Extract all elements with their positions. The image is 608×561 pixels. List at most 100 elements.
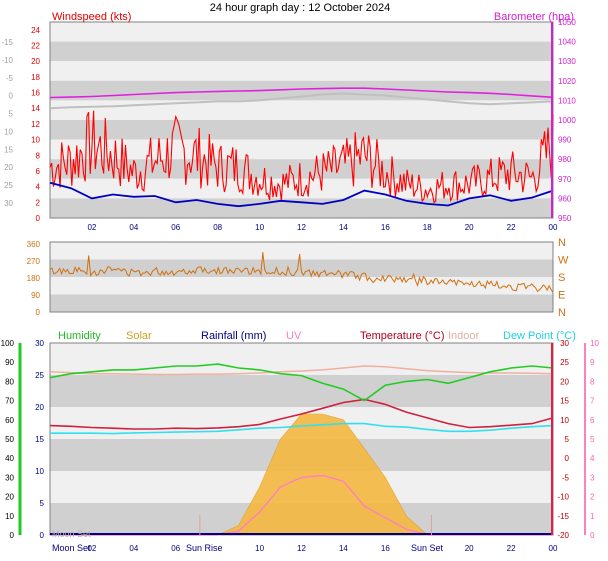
- wind-x-tick: 08: [213, 223, 222, 232]
- rain-axis-tick: 15: [35, 435, 44, 444]
- wind-axis-tick: 12: [31, 120, 40, 129]
- baro-axis-tick: 960: [558, 194, 572, 203]
- temp-axis-tick: 5: [565, 435, 570, 444]
- humidity-line: [49, 363, 554, 402]
- compass-tick: W: [558, 255, 569, 267]
- baro-axis-tick: 950: [558, 214, 572, 223]
- dir-band: [50, 242, 553, 260]
- humidity-axis-tick: 30: [5, 473, 14, 482]
- baro-axis-tick: 1040: [558, 38, 576, 47]
- humidity-axis-tick: 70: [5, 397, 14, 406]
- dir-axis-tick: 180: [27, 274, 41, 283]
- dewpoint-line: [50, 422, 554, 435]
- wind-axis-tick: 6: [36, 167, 41, 176]
- temp-axis-tick: -5: [562, 473, 570, 482]
- wind-band: [50, 139, 553, 160]
- uv-axis-tick: 3: [590, 473, 595, 482]
- humidity-axis-tick: 100: [1, 339, 15, 348]
- temp-axis-tick: -20: [557, 531, 569, 540]
- temperature-line: [49, 398, 554, 430]
- wind-axis-tick: 4: [36, 183, 41, 192]
- wind-band: [50, 120, 553, 140]
- dir-axis-tick: 0: [36, 308, 41, 317]
- wind-axis-tick: 8: [36, 151, 41, 160]
- dir-axis-tick: 360: [27, 240, 41, 249]
- uv-axis-tick: 8: [590, 377, 595, 386]
- wind-x-tick: 18: [423, 223, 432, 232]
- outer-axis-tick: -5: [6, 74, 14, 83]
- rain-axis-tick: 25: [35, 371, 44, 380]
- temp-x-tick: 04: [129, 544, 138, 553]
- legend-uv: UV: [286, 330, 302, 342]
- legend-humidity: Humidity: [58, 330, 101, 342]
- rain-axis-tick: 10: [35, 467, 44, 476]
- outer-axis-tick: 5: [9, 110, 14, 119]
- uv-axis-tick: 6: [590, 416, 595, 425]
- sun-set-label: Sun Set: [411, 543, 444, 553]
- uv-axis-tick: 5: [590, 435, 595, 444]
- temp-axis-tick: 0: [565, 454, 570, 463]
- humidity-axis-tick: 80: [5, 377, 14, 386]
- legend-dewpoint: Dew Point (°C): [503, 330, 576, 342]
- wind-x-tick: 04: [129, 223, 138, 232]
- outer-axis-tick: 0: [9, 92, 14, 101]
- wind-band: [50, 61, 553, 81]
- humidity-axis-tick: 40: [5, 454, 14, 463]
- dir-axis-tick: 270: [27, 257, 41, 266]
- compass-tick: E: [558, 290, 565, 302]
- baro-axis-tick: 1030: [558, 57, 576, 66]
- baro-axis-tick: 1020: [558, 77, 576, 86]
- uv-axis-tick: 4: [590, 454, 595, 463]
- indoor-line: [49, 365, 554, 376]
- uv-axis-tick: 10: [590, 339, 599, 348]
- rain-axis-tick: 0: [40, 531, 45, 540]
- wind-band: [50, 22, 553, 42]
- temp-axis-tick: 20: [560, 377, 569, 386]
- dir-frame: [49, 241, 554, 313]
- temp-x-tick: 06: [171, 544, 180, 553]
- legend-indoor: Indoor: [448, 330, 480, 342]
- wind-x-tick: 00: [549, 223, 558, 232]
- sun-rise-label: Sun Rise: [186, 543, 223, 553]
- baro-axis-tick: 1050: [558, 18, 576, 27]
- wind-band: [50, 100, 553, 120]
- temp-axis-tick: 25: [560, 358, 569, 367]
- temp-x-tick: 02: [87, 544, 96, 553]
- wind-x-tick: 22: [507, 223, 516, 232]
- legend-rainfall: Rainfall (mm): [201, 330, 266, 342]
- temp-x-tick: 20: [465, 544, 474, 553]
- outer-axis-tick: 25: [4, 181, 13, 190]
- baro-trace-line: [49, 92, 554, 110]
- temp-x-tick: 00: [549, 544, 558, 553]
- outer-axis-tick: -15: [1, 38, 13, 47]
- humidity-axis-tick: 10: [5, 512, 14, 521]
- wind-gust-line: [49, 110, 554, 204]
- legend-temperature: Temperature (°C): [360, 330, 444, 342]
- wind-band: [50, 198, 553, 218]
- rain-axis-tick: 5: [40, 499, 45, 508]
- uv-axis-tick: 1: [590, 512, 595, 521]
- wind-x-tick: 02: [87, 223, 96, 232]
- humidity-axis-tick: 50: [5, 435, 14, 444]
- uv-axis-tick: 0: [590, 531, 595, 540]
- wind-x-tick: 06: [171, 223, 180, 232]
- uv-axis-tick: 7: [590, 397, 595, 406]
- wind-x-tick: 14: [339, 223, 348, 232]
- temp-axis-tick: 15: [560, 397, 569, 406]
- uv-axis-tick: 9: [590, 358, 595, 367]
- temp-axis-tick: -10: [557, 493, 569, 502]
- outer-axis-tick: 15: [4, 145, 13, 154]
- moon-set-label: Moon Set: [52, 543, 91, 553]
- wind-axis-tick: 14: [31, 104, 40, 113]
- dir-band: [50, 294, 553, 312]
- wind-axis-tick: 18: [31, 73, 40, 82]
- rain-axis-tick: 20: [35, 403, 44, 412]
- moon-rise-ghost-label: Moon Set: [52, 529, 91, 539]
- wind-x-tick: 20: [465, 223, 474, 232]
- temp-x-tick: 10: [255, 544, 264, 553]
- baro-axis-tick: 990: [558, 136, 572, 145]
- outer-axis-tick: 20: [4, 163, 13, 172]
- baro-axis-tick: 1000: [558, 116, 576, 125]
